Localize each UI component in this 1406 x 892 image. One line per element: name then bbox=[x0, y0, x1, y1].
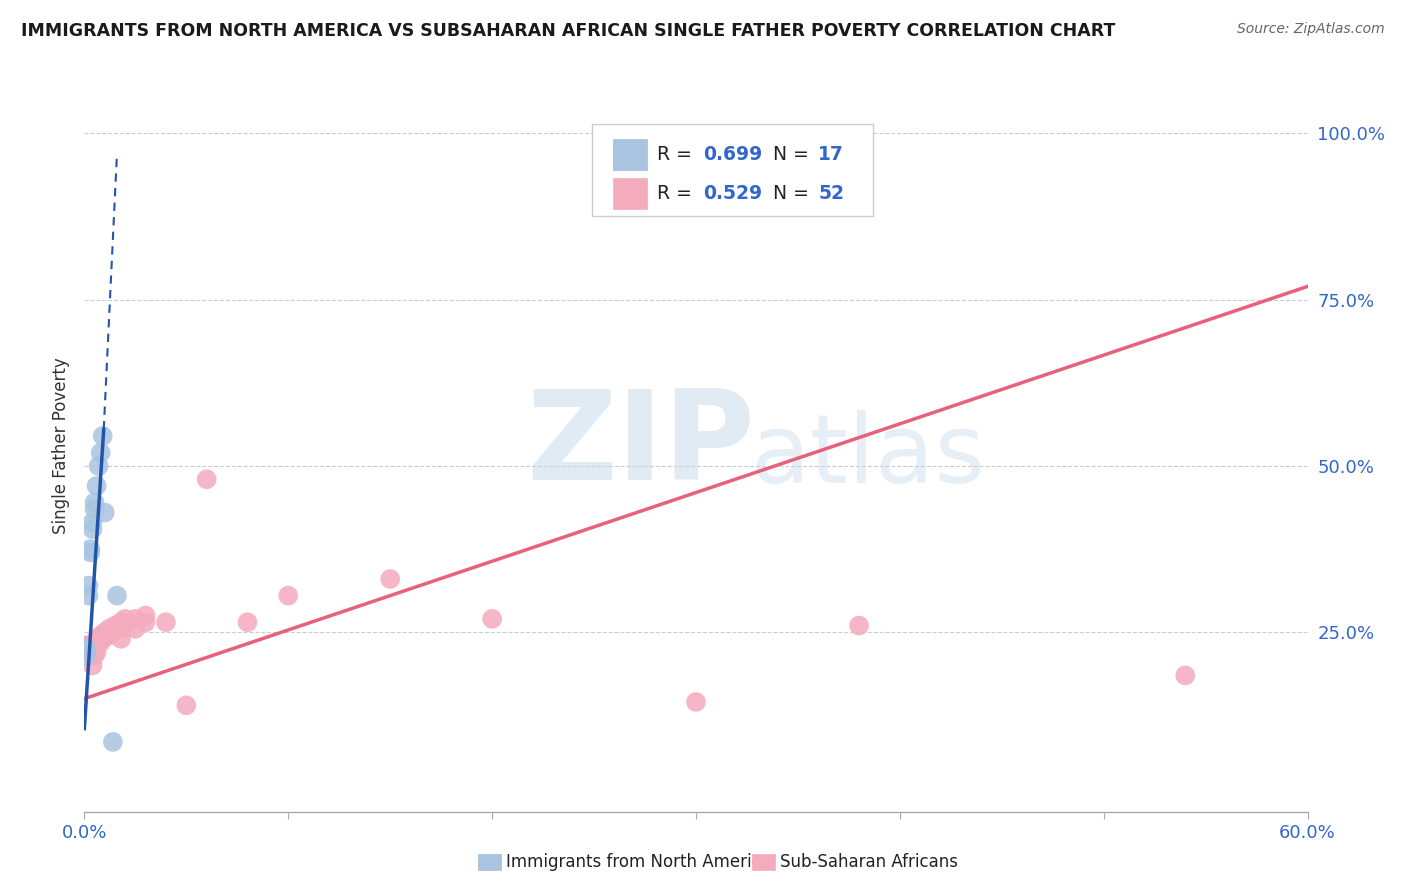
Text: atlas: atlas bbox=[749, 410, 984, 503]
Point bbox=[79, 645, 101, 659]
Point bbox=[79, 545, 101, 559]
Point bbox=[87, 632, 110, 646]
Point bbox=[91, 632, 114, 646]
Text: Source: ZipAtlas.com: Source: ZipAtlas.com bbox=[1237, 22, 1385, 37]
Point bbox=[90, 628, 112, 642]
Point bbox=[77, 648, 100, 663]
Point bbox=[77, 641, 100, 656]
Point bbox=[97, 628, 120, 642]
Point bbox=[685, 695, 707, 709]
Point bbox=[93, 506, 115, 520]
Point bbox=[135, 608, 157, 623]
Point bbox=[87, 635, 110, 649]
Point bbox=[79, 648, 101, 663]
Point bbox=[86, 645, 108, 659]
Point bbox=[75, 648, 97, 663]
Point bbox=[104, 618, 127, 632]
Point bbox=[90, 632, 112, 646]
Y-axis label: Single Father Poverty: Single Father Poverty bbox=[52, 358, 70, 534]
Point bbox=[110, 615, 132, 630]
Point bbox=[114, 612, 136, 626]
Text: R =: R = bbox=[657, 184, 697, 203]
Point bbox=[93, 625, 115, 640]
Point bbox=[110, 622, 132, 636]
Point bbox=[75, 641, 97, 656]
Point bbox=[135, 615, 157, 630]
Text: N =: N = bbox=[773, 145, 815, 164]
Point bbox=[90, 635, 112, 649]
Point bbox=[77, 645, 100, 659]
Point bbox=[82, 648, 104, 663]
Point bbox=[83, 635, 105, 649]
Text: ZIP: ZIP bbox=[527, 385, 755, 507]
Point bbox=[90, 445, 112, 459]
Point bbox=[83, 495, 105, 509]
Point bbox=[124, 612, 146, 626]
Point bbox=[124, 622, 146, 636]
Point bbox=[77, 639, 100, 653]
Point bbox=[75, 639, 97, 653]
Text: R =: R = bbox=[657, 145, 697, 164]
Point bbox=[277, 589, 299, 603]
Point bbox=[79, 542, 101, 557]
Bar bbox=[613, 178, 647, 209]
Point bbox=[104, 622, 127, 636]
Point bbox=[195, 472, 218, 486]
Point bbox=[1174, 668, 1197, 682]
Point bbox=[174, 698, 197, 713]
Text: Sub-Saharan Africans: Sub-Saharan Africans bbox=[780, 853, 959, 871]
Point bbox=[79, 641, 101, 656]
Point bbox=[155, 615, 177, 630]
Text: 0.529: 0.529 bbox=[703, 184, 762, 203]
Point bbox=[75, 641, 97, 656]
Point bbox=[83, 641, 105, 656]
Point bbox=[481, 612, 503, 626]
Text: N =: N = bbox=[773, 184, 815, 203]
Point bbox=[82, 516, 104, 530]
Point bbox=[91, 628, 114, 642]
FancyBboxPatch shape bbox=[592, 124, 873, 216]
Point bbox=[83, 648, 105, 663]
Point bbox=[105, 589, 128, 603]
Point bbox=[110, 632, 132, 646]
Point bbox=[86, 639, 108, 653]
Text: 0.699: 0.699 bbox=[703, 145, 762, 164]
Point bbox=[77, 589, 100, 603]
Text: 17: 17 bbox=[818, 145, 844, 164]
Point bbox=[79, 639, 101, 653]
Point bbox=[91, 429, 114, 443]
Text: IMMIGRANTS FROM NORTH AMERICA VS SUBSAHARAN AFRICAN SINGLE FATHER POVERTY CORREL: IMMIGRANTS FROM NORTH AMERICA VS SUBSAHA… bbox=[21, 22, 1115, 40]
Point bbox=[114, 618, 136, 632]
Text: Immigrants from North America: Immigrants from North America bbox=[506, 853, 770, 871]
Bar bbox=[613, 139, 647, 170]
Point bbox=[93, 628, 115, 642]
Point bbox=[75, 648, 97, 663]
Point bbox=[86, 479, 108, 493]
Point bbox=[82, 522, 104, 536]
Point bbox=[75, 645, 97, 659]
Point bbox=[101, 735, 124, 749]
Point bbox=[83, 502, 105, 516]
Point bbox=[77, 579, 100, 593]
Point bbox=[97, 622, 120, 636]
Point bbox=[236, 615, 259, 630]
Point bbox=[380, 572, 402, 586]
Point bbox=[82, 641, 104, 656]
Point bbox=[87, 458, 110, 473]
Point bbox=[82, 658, 104, 673]
Text: 52: 52 bbox=[818, 184, 844, 203]
Point bbox=[848, 618, 870, 632]
